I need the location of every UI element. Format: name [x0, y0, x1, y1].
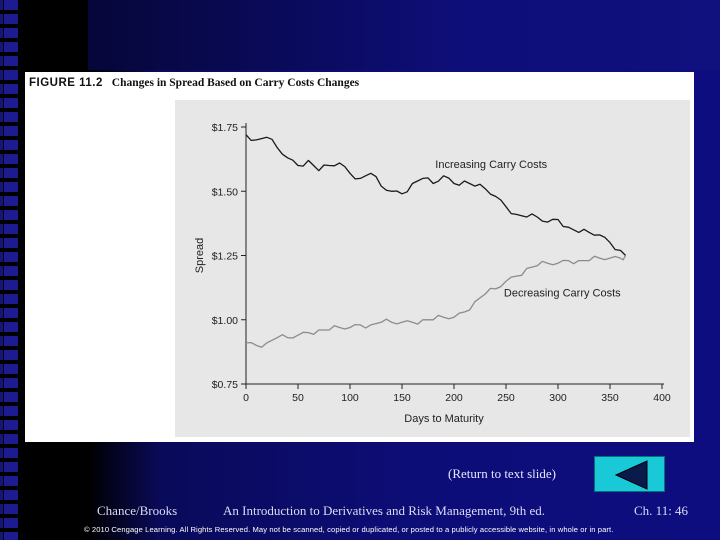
x-tick-label: 100	[341, 392, 359, 404]
x-tick-label: 200	[445, 392, 463, 404]
x-tick-label: 400	[653, 392, 671, 404]
y-tick-label: $1.25	[212, 251, 238, 263]
footer-page-number: Ch. 11: 46	[634, 503, 689, 518]
return-to-text-link[interactable]: (Return to text slide)	[448, 466, 556, 481]
footer-book-title: An Introduction to Derivatives and Risk …	[223, 503, 546, 518]
x-tick-label: 150	[393, 392, 411, 404]
line-chart: 0 50 100 150 200 250 300 350 400 $0.75 $1.00 $1.25 $…	[194, 122, 671, 425]
series-line-increasing	[245, 134, 627, 256]
y-tick-label: $1.50	[212, 186, 238, 198]
y-tick-label: $1.75	[212, 122, 238, 134]
y-tick-label: $1.00	[212, 315, 238, 327]
figure-title: Changes in Spread Based on Carry Costs C…	[111, 77, 360, 89]
figure-number: FIGURE 11.2	[29, 77, 103, 89]
left-pattern-strip	[0, 0, 22, 540]
footer-author: Chance/Brooks	[97, 503, 178, 518]
series-label-increasing: Increasing Carry Costs	[435, 159, 547, 171]
y-axis-label: Spread	[194, 238, 206, 273]
series-label-decreasing: Decreasing Carry Costs	[504, 288, 621, 300]
plot-background	[175, 100, 690, 437]
x-axis-label: Days to Maturity	[404, 413, 484, 425]
figure-panel: FIGURE 11.2 Changes in Spread Based on C…	[25, 72, 694, 442]
figure-caption: FIGURE 11.2 Changes in Spread Based on C…	[29, 77, 359, 89]
x-tick-label: 300	[549, 392, 567, 404]
header-band	[88, 0, 720, 70]
back-arrow-icon	[614, 460, 648, 490]
footer-copyright: © 2010 Cengage Learning. All Rights Rese…	[84, 525, 614, 534]
x-tick-label: 0	[243, 392, 249, 404]
x-tick-label: 250	[497, 392, 515, 404]
x-tick-label: 50	[292, 392, 304, 404]
x-tick-label: 350	[601, 392, 619, 404]
y-tick-label: $0.75	[212, 379, 238, 391]
series-line-decreasing	[245, 255, 627, 348]
back-button[interactable]	[594, 456, 665, 492]
